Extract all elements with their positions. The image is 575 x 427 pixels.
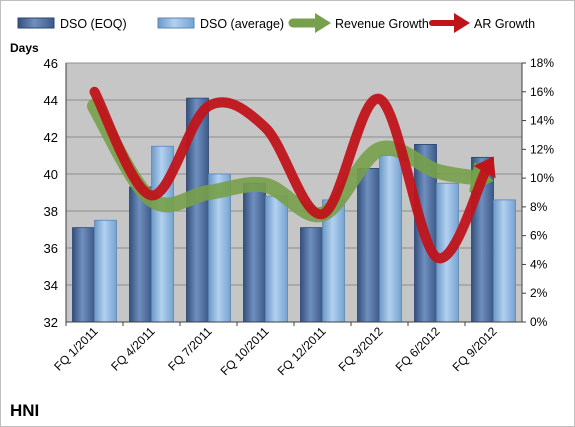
- bar-dso-average: [94, 219, 117, 323]
- right-tick-label: 16%: [530, 85, 554, 99]
- legend-label-dso-eoq: DSO (EOQ): [60, 17, 127, 31]
- bar-dso-average: [265, 195, 288, 323]
- right-tick-label: 2%: [530, 286, 548, 300]
- right-tick-label: 14%: [530, 114, 554, 128]
- growth-lines: [87, 86, 496, 264]
- bar-dso-eoq: [72, 227, 95, 323]
- chart-title: HNI: [10, 401, 39, 420]
- left-tick-label: 38: [44, 204, 58, 219]
- bar-dso-eoq: [300, 227, 323, 323]
- y-axis-title: Days: [10, 41, 39, 55]
- right-tick-label: 10%: [530, 171, 554, 185]
- right-tick-label: 12%: [530, 142, 554, 156]
- left-tick-label: 46: [44, 56, 58, 71]
- right-tick-label: 4%: [530, 257, 548, 271]
- left-tick-label: 32: [44, 315, 58, 330]
- ar-growth-line: [89, 86, 492, 264]
- right-tick-label: 8%: [530, 200, 548, 214]
- bar-dso-eoq: [129, 186, 152, 323]
- legend-arrowhead-ar-growth: [454, 13, 470, 33]
- legend-arrowhead-revenue-growth: [315, 13, 331, 33]
- bar-dso-average: [379, 155, 402, 323]
- right-tick-label: 18%: [530, 56, 554, 70]
- legend-label-dso-average: DSO (average): [200, 17, 284, 31]
- left-axis-ticks: 32 34 36 38 40 42 44 46: [44, 56, 58, 330]
- left-tick-label: 44: [44, 93, 58, 108]
- bar-dso-average: [493, 199, 516, 323]
- left-tick-label: 40: [44, 167, 58, 182]
- right-tick-label: 0%: [530, 315, 548, 329]
- legend-swatch-dso-eoq: [17, 17, 55, 29]
- legend-label-ar-growth: AR Growth: [474, 17, 535, 31]
- left-tick-label: 36: [44, 241, 58, 256]
- legend-swatch-dso-average: [157, 17, 195, 29]
- bar-dso-eoq: [243, 182, 266, 323]
- right-tick-label: 6%: [530, 229, 548, 243]
- legend-label-revenue-growth: Revenue Growth: [335, 17, 429, 31]
- left-tick-label: 34: [44, 278, 58, 293]
- bars: [72, 97, 516, 323]
- left-tick-label: 42: [44, 130, 58, 145]
- bar-dso-eoq: [357, 168, 380, 323]
- right-axis-ticks: 0% 2% 4% 6% 8% 10% 12% 14% 16% 18%: [522, 56, 554, 329]
- legend: DSO (EOQ) DSO (average) Revenue Growth AR G…: [17, 13, 535, 33]
- ar-growth-arrowhead: [473, 156, 496, 179]
